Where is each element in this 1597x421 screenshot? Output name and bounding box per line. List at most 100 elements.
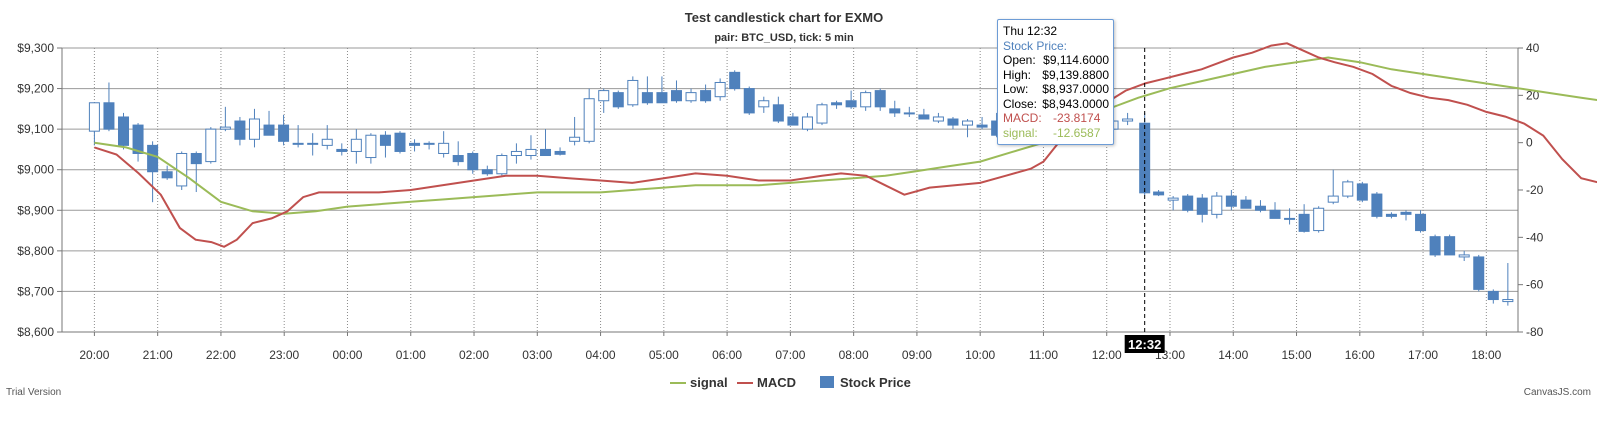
candle [1122,112,1134,126]
candle-body-down [845,100,857,108]
candle-body-up [932,116,944,122]
candle-body-up [816,104,828,124]
candle-body-up [714,81,726,98]
candle-body-down [772,104,784,122]
canvasjs-credit[interactable]: CanvasJS.com [1524,387,1591,398]
x-tick-label: 10:00 [965,348,995,362]
candle-body-down [278,124,290,142]
candle [1356,181,1368,203]
chart-subtitle: pair: BTC_USD, tick: 5 min [714,32,854,44]
candle [889,100,901,117]
candle-body-down [700,90,712,102]
x-tick-label: 17:00 [1408,348,1438,362]
candle-body-up [496,155,508,175]
legend[interactable]: signal MACD Stock Price [670,375,911,390]
candle-body-down [1356,183,1368,201]
candle-body-up [292,142,304,145]
candle [845,90,857,109]
candle [976,116,988,130]
candle [612,90,624,109]
x-tick-label: 02:00 [459,348,489,362]
candle-body-up [88,102,100,132]
candle-body-up [685,92,697,102]
candle [496,153,508,176]
candle [1269,202,1281,219]
legend-item-macd: MACD [737,375,796,390]
candle [1502,263,1514,306]
candle [540,129,552,157]
candle [321,125,333,150]
tooltip-row-high: High: $9,139.8800 [1003,68,1109,83]
candle [525,135,537,160]
candle-body-up [248,118,260,140]
legend-label: Stock Price [840,375,911,390]
candle-body-down [481,169,493,175]
candle-body-down [1196,197,1208,215]
candle-body-down [1153,191,1165,196]
candle-body-down [132,124,144,154]
crosshair-label: 12:32 [1128,337,1161,352]
candle [874,88,886,111]
candle [234,116,246,146]
candle [1400,210,1412,221]
candle [1167,196,1179,211]
crosshair: 12:32 [1124,48,1165,353]
stock-price-series[interactable] [88,70,1514,306]
candle-body-down [831,102,843,106]
tooltip-series-name: Stock Price: [1003,38,1068,53]
candle-body-down [161,171,173,179]
candle [1240,196,1252,209]
candle-body-down [976,124,988,128]
candle-body-down [889,108,901,114]
candle [598,88,610,113]
candle [641,76,653,105]
candle-body-up [438,142,450,154]
x-tick-label: 00:00 [332,348,362,362]
x-tick-label: 23:00 [269,348,299,362]
candle-body-down [918,114,930,120]
candle [729,70,741,91]
candle-body-down [147,144,159,173]
x-tick-label: 05:00 [649,348,679,362]
y-right-tick-label: -20 [1526,183,1544,197]
candle-body-up [627,79,639,106]
candle [219,106,231,132]
candle [1284,208,1296,225]
candle [161,165,173,180]
y-axis-left: $9,300 $9,200 $9,100 $9,000 $8,900 $8,800 $8,7… [17,41,63,339]
y-right-tick-label: -60 [1526,278,1544,292]
candle [205,127,217,164]
candle-body-down [1269,209,1281,219]
x-axis: 20:00 21:00 22:00 23:00 00:00 01:00 02:00 03:00… [62,331,1518,362]
candle-body-up [365,134,377,159]
y-left-tick-label: $8,900 [17,203,54,217]
candle-body-up [801,116,813,130]
candle [190,151,202,193]
candle [787,112,799,126]
candle-body-up [583,98,595,142]
candle-body-up [758,100,770,108]
candle [394,131,406,154]
candle-body-up [860,92,872,108]
candle [103,82,115,132]
tooltip-high-value: $9,139.8800 [1042,67,1109,82]
candle [670,80,682,103]
chart-title: Test candlestick chart for EXMO [685,10,883,25]
candle [132,123,144,162]
candle [248,108,260,148]
candle [118,112,130,150]
y-left-tick-label: $8,600 [17,325,54,339]
candle [627,76,639,107]
y-left-tick-label: $9,100 [17,122,54,136]
candle [1313,206,1325,233]
candle [554,147,566,156]
x-tick-label: 12:00 [1092,348,1122,362]
tooltip-high-label: High: [1003,67,1032,82]
signal-line [94,56,1597,215]
candle-body-down [656,92,668,104]
candle [409,139,421,152]
candle-body-down [612,92,624,108]
tooltip-macd-value: -23.8174 [1053,111,1101,125]
candle [947,116,959,130]
